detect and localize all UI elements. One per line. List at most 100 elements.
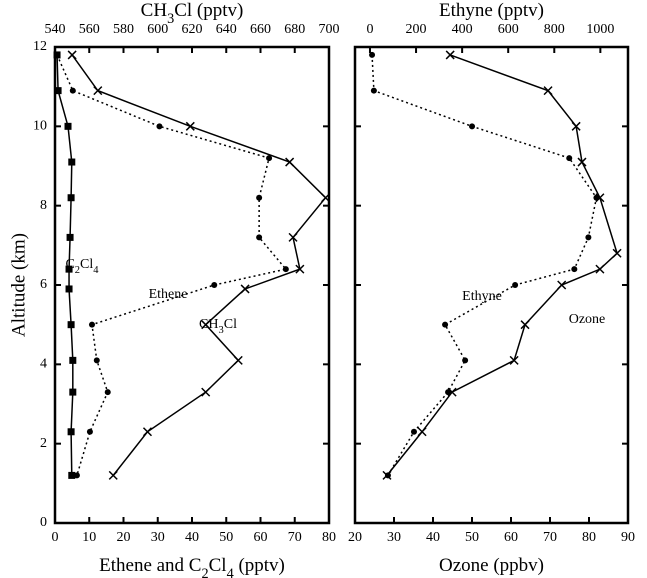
x2-tick-label: 800 <box>544 22 565 37</box>
series-label: Ethene <box>149 287 188 302</box>
marker-circle <box>156 123 163 130</box>
marker-circle <box>512 282 519 288</box>
series-label: CH3Cl <box>199 317 237 336</box>
marker-x <box>543 86 553 96</box>
x-tick-label: 70 <box>543 530 557 545</box>
marker-circle <box>282 266 289 273</box>
x-tick-label: 70 <box>288 530 302 545</box>
marker-circle <box>469 123 476 130</box>
marker-x <box>142 427 153 437</box>
x2-tick-label: 1000 <box>586 22 614 37</box>
x2-tick-label: 540 <box>45 22 66 37</box>
marker-square <box>64 122 72 130</box>
marker-x <box>509 355 519 365</box>
marker-x <box>417 427 427 437</box>
marker-circle <box>69 87 76 94</box>
marker-circle <box>410 428 417 435</box>
x-tick-label: 80 <box>322 530 336 545</box>
marker-x <box>201 320 211 330</box>
x-tick-label: 60 <box>504 530 518 545</box>
marker-circle <box>266 155 273 162</box>
x-tick-label: 0 <box>52 530 59 545</box>
marker-x <box>577 157 587 167</box>
marker-circle <box>571 266 578 273</box>
marker-square <box>68 158 76 166</box>
x-tick-label: 20 <box>348 530 362 545</box>
x-tick-label: 50 <box>219 530 233 545</box>
marker-square <box>69 388 77 396</box>
marker-square <box>67 194 75 202</box>
x2-tick-label: 700 <box>319 22 340 37</box>
marker-x <box>240 284 250 294</box>
x2-tick-label: 0 <box>366 22 373 37</box>
y-tick-label: 6 <box>40 277 47 292</box>
x2-tick-label: 600 <box>498 22 519 37</box>
marker-circle <box>566 155 573 162</box>
x2-tick-label: 560 <box>79 22 100 37</box>
plot-frame <box>53 45 331 525</box>
x2-tick-label: 620 <box>182 22 203 37</box>
x-tick-label: 90 <box>621 530 635 545</box>
marker-x <box>520 320 530 330</box>
series-line <box>371 54 598 476</box>
marker-x <box>571 121 581 131</box>
x2-axis-title: CH3Cl (pptv) <box>141 0 244 27</box>
marker-circle <box>585 234 592 241</box>
x-tick-label: 40 <box>185 530 199 545</box>
marker-circle <box>211 282 218 288</box>
marker-x <box>93 86 103 96</box>
y-axis-title: Altitude (km) <box>8 233 29 337</box>
x-tick-label: 30 <box>387 530 401 545</box>
x-axis-title: Ozone (ppbv) <box>439 555 544 576</box>
marker-x <box>612 248 622 258</box>
x2-tick-label: 640 <box>216 22 237 37</box>
marker-square <box>65 265 73 273</box>
marker-circle <box>73 472 80 479</box>
marker-circle <box>445 389 452 396</box>
marker-x <box>285 157 295 167</box>
marker-square <box>67 321 75 329</box>
x2-axis-title: Ethyne (pptv) <box>439 0 544 21</box>
marker-x <box>557 280 567 290</box>
marker-x <box>295 264 305 274</box>
marker-x <box>67 50 77 60</box>
x2-tick-label: 580 <box>113 22 134 37</box>
x2-tick-label: 600 <box>147 22 168 37</box>
marker-circle <box>370 87 377 94</box>
marker-circle <box>104 389 111 396</box>
marker-circle <box>369 51 376 58</box>
y-tick-label: 8 <box>40 198 47 213</box>
marker-circle <box>86 428 93 435</box>
series-line <box>71 54 327 476</box>
marker-x <box>108 470 118 480</box>
marker-circle <box>384 472 391 479</box>
marker-x <box>201 387 211 397</box>
plot-frame <box>353 45 630 525</box>
x2-tick-label: 400 <box>452 22 473 37</box>
x2-tick-label: 200 <box>406 22 427 37</box>
marker-square <box>67 428 75 436</box>
marker-circle <box>93 357 100 364</box>
y-tick-label: 4 <box>40 357 47 372</box>
x-tick-label: 50 <box>465 530 479 545</box>
x-axis-title: Ethene and C2Cl4 (pptv) <box>99 555 285 578</box>
marker-x <box>185 121 195 131</box>
marker-x <box>445 50 455 60</box>
series-label: Ethyne <box>462 289 502 304</box>
y-tick-label: 2 <box>40 436 47 451</box>
marker-circle <box>593 194 600 201</box>
marker-square <box>54 87 62 95</box>
x2-tick-label: 660 <box>250 22 271 37</box>
marker-square <box>68 471 76 479</box>
x2-tick-label: 680 <box>284 22 305 37</box>
marker-square <box>66 233 74 241</box>
series-line <box>386 54 618 476</box>
marker-circle <box>462 357 469 364</box>
x-tick-label: 60 <box>254 530 268 545</box>
marker-x <box>288 232 298 242</box>
x-tick-label: 40 <box>426 530 440 545</box>
x-tick-label: 80 <box>582 530 596 545</box>
series-label: Ozone <box>569 312 606 327</box>
marker-square <box>69 356 77 364</box>
